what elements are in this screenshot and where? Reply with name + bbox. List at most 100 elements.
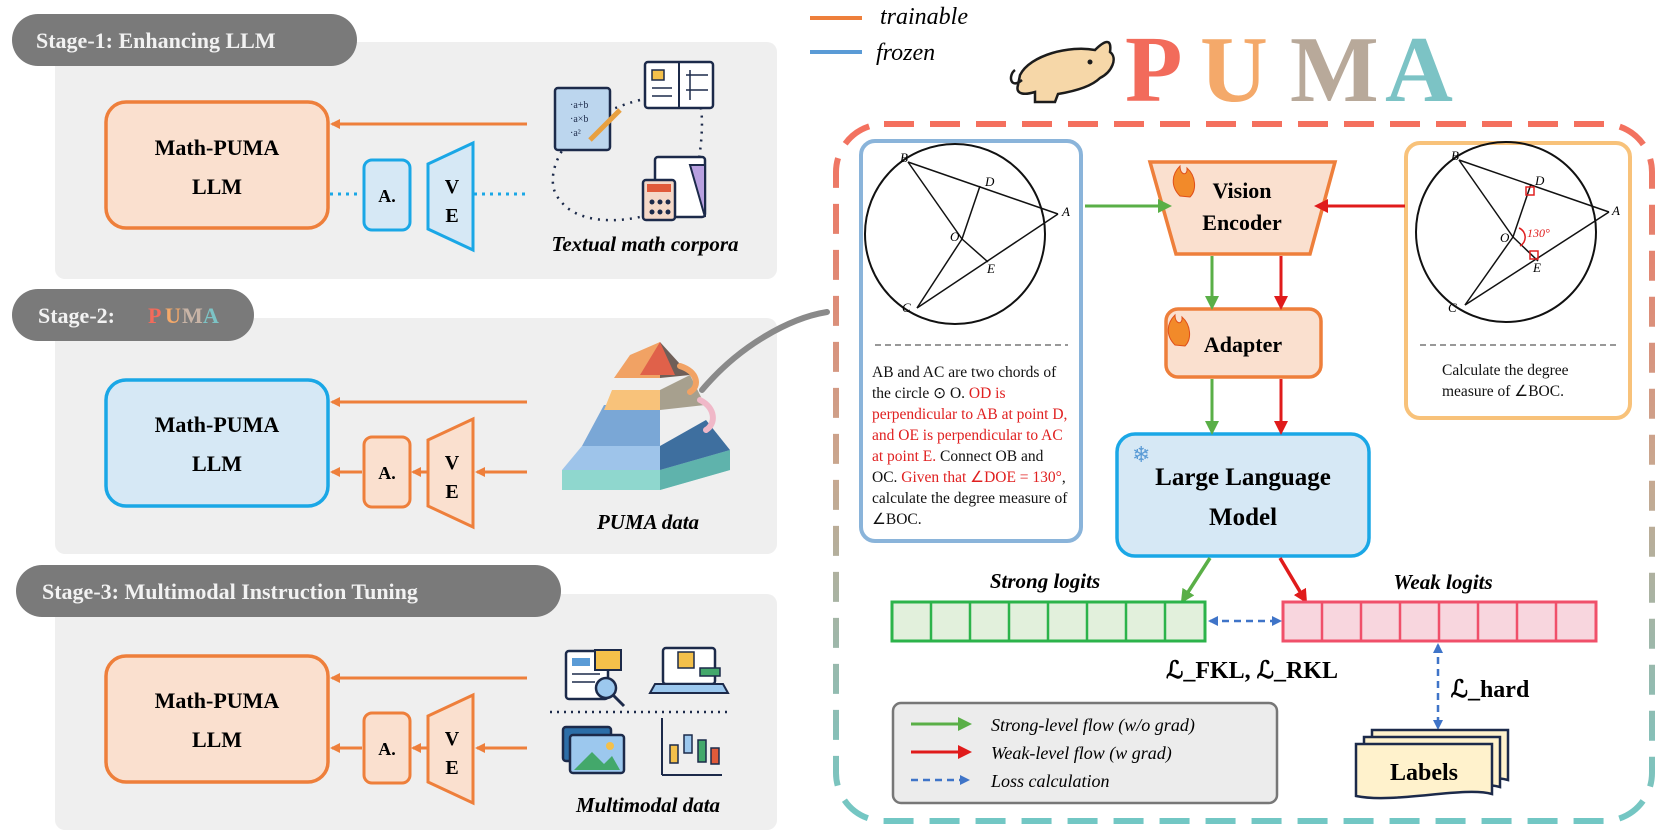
angle-label: 130° xyxy=(1527,226,1550,240)
multimodal-data-icon xyxy=(550,646,730,776)
svg-text:D: D xyxy=(984,174,995,189)
svg-text:E: E xyxy=(445,481,458,503)
svg-text:·a+b: ·a+b xyxy=(570,100,588,111)
left-question-text: AB and AC are two chords of the circle ⊙… xyxy=(872,362,1072,530)
snowflake-icon: ❄ xyxy=(1132,442,1150,467)
svg-text:P: P xyxy=(1125,18,1182,122)
svg-text:M: M xyxy=(1290,18,1379,122)
fire-icon xyxy=(1167,313,1190,347)
q-part-3: Connect OB and OC. xyxy=(872,448,1044,486)
svg-text:Math-PUMA: Math-PUMA xyxy=(155,688,280,713)
svg-text:LLM: LLM xyxy=(192,451,242,476)
svg-text:B: B xyxy=(900,150,908,165)
stage-3-vision-encoder xyxy=(426,692,475,806)
svg-text:LLM: LLM xyxy=(192,727,242,752)
svg-text:D: D xyxy=(1534,173,1545,188)
kl-loss-label: ℒ_FKL, ℒ_RKL xyxy=(1166,658,1338,684)
stage-2-data-label: PUMA data xyxy=(596,510,699,534)
svg-text:LLM: LLM xyxy=(192,174,242,199)
stage-1-llm-box xyxy=(104,100,330,230)
svg-text:E: E xyxy=(986,261,995,276)
svg-text:Vision: Vision xyxy=(1212,178,1271,203)
svg-text:C: C xyxy=(902,300,911,315)
svg-text:O: O xyxy=(1500,230,1510,245)
left-figure-panel: B D A O E C xyxy=(859,139,1083,543)
svg-text:Adapter: Adapter xyxy=(1204,332,1282,357)
svg-text:A.: A. xyxy=(378,739,396,759)
vision-encoder-box: Vision Encoder xyxy=(1147,160,1338,256)
stage-1-vision-encoder xyxy=(426,140,475,253)
stage-2-tab xyxy=(12,289,254,341)
svg-text:·a²: ·a² xyxy=(570,128,581,139)
stage-2-panel: Stage-2: P U M A Math-PUMA LLM A. V E xyxy=(12,289,777,554)
weak-logits-label: Weak logits xyxy=(1393,570,1492,594)
svg-text:·a×b: ·a×b xyxy=(570,114,588,125)
svg-text:Labels: Labels xyxy=(1390,760,1458,786)
svg-text:V: V xyxy=(445,176,460,198)
weak-logits-bar xyxy=(1281,600,1598,643)
puma-data-pyramid-icon xyxy=(562,342,730,490)
fire-icon xyxy=(1172,164,1195,198)
puma-mascot-icon xyxy=(1009,40,1115,104)
svg-text:A.: A. xyxy=(378,186,396,206)
svg-text:E: E xyxy=(1532,260,1541,275)
stage-1-data-label: Textual math corpora xyxy=(551,232,738,256)
strong-logits-bar xyxy=(890,600,1207,643)
stage-1-adapter xyxy=(362,158,412,232)
svg-text:A.: A. xyxy=(378,463,396,483)
stage-3-panel: Stage-3: Multimodal Instruction Tuning M… xyxy=(16,565,777,830)
flow-legend: Strong-level flow (w/o grad) Weak-level … xyxy=(891,701,1279,805)
stage-3-title: Stage-3: Multimodal Instruction Tuning xyxy=(42,579,418,604)
svg-text:Math-PUMA: Math-PUMA xyxy=(155,135,280,160)
frozen-label: frozen xyxy=(876,40,935,66)
trainable-label: trainable xyxy=(880,4,968,30)
q-part-1: AB and AC are two chords of the circle ⊙… xyxy=(872,364,1057,402)
stage-2-llm-box xyxy=(104,378,330,508)
svg-text:B: B xyxy=(1451,148,1459,163)
svg-text:V: V xyxy=(445,728,460,750)
svg-text:V: V xyxy=(445,452,460,474)
stage-2-title: Stage-2: xyxy=(38,303,115,328)
svg-text:P: P xyxy=(148,303,161,328)
stage-3-adapter xyxy=(362,711,412,785)
stage-3-data-label: Multimodal data xyxy=(575,793,720,817)
svg-text:U: U xyxy=(1200,18,1268,122)
q-part-4: Given that ∠DOE = 130° xyxy=(901,469,1062,486)
q-part-5: , calculate the degree measure of ∠BOC. xyxy=(872,469,1068,528)
svg-text:A: A xyxy=(1385,18,1453,122)
stage-1-panel: Stage-1: Enhancing LLM Math-PUMA LLM A. … xyxy=(12,14,777,279)
puma-title: P U M A xyxy=(1125,18,1453,122)
stage-1-title: Stage-1: Enhancing LLM xyxy=(36,28,276,53)
svg-text:E: E xyxy=(445,757,458,779)
svg-text:Math-PUMA: Math-PUMA xyxy=(155,412,280,437)
svg-text:A: A xyxy=(1611,203,1620,218)
q-part-2: OD is perpendicular to AB at point D, an… xyxy=(872,385,1068,465)
hard-loss-label: ℒ_hard xyxy=(1451,677,1530,703)
stage-2-adapter xyxy=(362,435,412,509)
svg-text:Model: Model xyxy=(1209,504,1277,531)
svg-text:U: U xyxy=(165,303,181,328)
right-question-text: Calculate the degree measure of ∠BOC. xyxy=(1442,360,1582,402)
svg-text:C: C xyxy=(1448,300,1457,315)
top-legend: trainable frozen xyxy=(810,4,968,66)
strong-logits-label: Strong logits xyxy=(990,569,1100,593)
svg-text:Weak-level flow (w grad): Weak-level flow (w grad) xyxy=(991,743,1172,764)
svg-text:Strong-level flow (w/o grad): Strong-level flow (w/o grad) xyxy=(991,715,1195,736)
right-figure-panel: 130° B D A O E C xyxy=(1404,141,1632,420)
svg-text:E: E xyxy=(445,205,458,227)
llm-box: ❄ Large Language Model xyxy=(1115,432,1371,558)
svg-text:O: O xyxy=(950,229,960,244)
right-question: Calculate the degree measure of ∠BOC. xyxy=(1442,362,1569,400)
stage-3-tab xyxy=(16,565,561,617)
labels-stack: Labels xyxy=(1354,728,1510,800)
stage-2-connector xyxy=(699,309,830,393)
stage-1-tab xyxy=(12,14,357,66)
svg-text:Encoder: Encoder xyxy=(1202,210,1282,235)
adapter-box: Adapter xyxy=(1164,307,1323,379)
textual-corpora-icon: ·a+b ·a×b ·a² xyxy=(551,60,715,222)
stage-2-vision-encoder xyxy=(426,416,475,530)
svg-text:Loss calculation: Loss calculation xyxy=(990,771,1110,791)
svg-text:M: M xyxy=(182,303,203,328)
stage-3-llm-box xyxy=(104,654,330,784)
